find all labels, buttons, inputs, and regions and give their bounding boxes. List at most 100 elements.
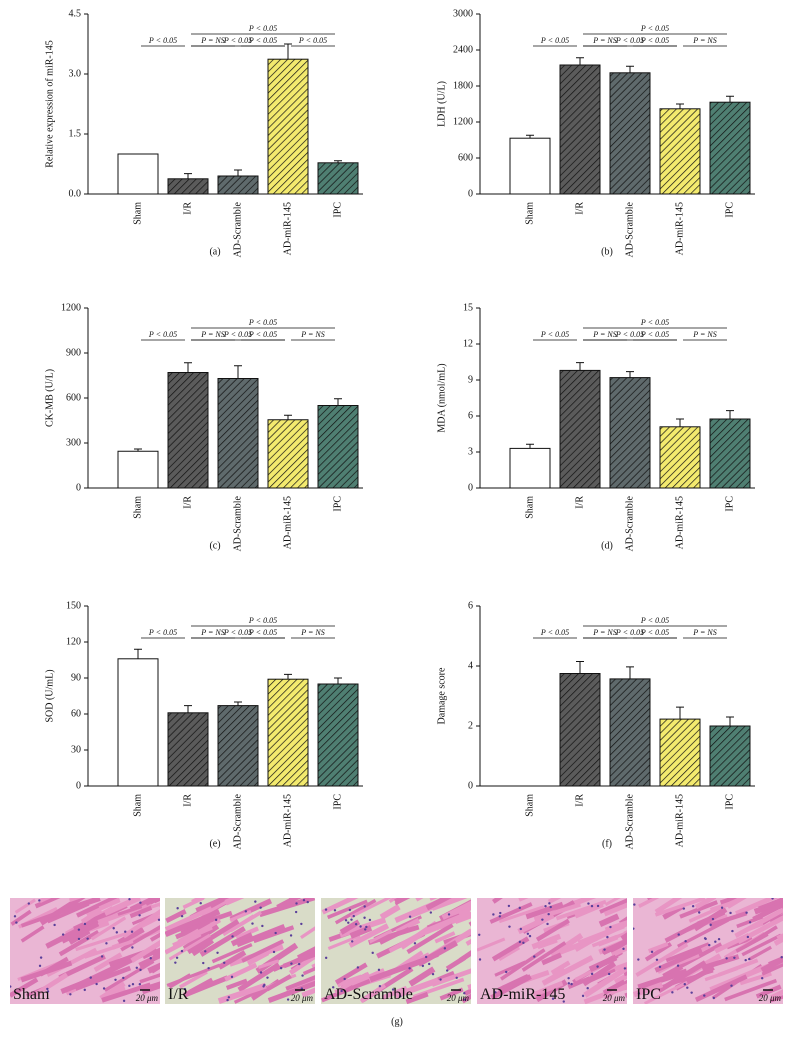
significance-label: P = NS [592, 36, 616, 45]
y-tick-label: 0 [468, 780, 473, 791]
histology-label: IPC [636, 986, 661, 1003]
significance-label: P < 0.05 [298, 36, 327, 45]
x-tick-label: Sham [524, 794, 535, 817]
significance-label: P = NS [592, 628, 616, 637]
y-tick-label: 3.0 [69, 68, 82, 79]
bar [117, 658, 159, 787]
y-tick-label: 4.5 [69, 8, 82, 19]
significance-label: P < 0.05 [640, 24, 669, 33]
significance-label: P < 0.05 [223, 36, 252, 45]
histology-image [165, 898, 315, 1004]
bar [509, 137, 551, 195]
significance-label: P = NS [200, 36, 224, 45]
x-tick-label: I/R [574, 496, 585, 509]
error-bar [184, 362, 192, 373]
x-tick-label: AD-miR-145 [674, 202, 685, 255]
y-tick-label: 3000 [453, 8, 473, 19]
significance-label: P < 0.05 [640, 616, 669, 625]
significance-label: P < 0.05 [640, 36, 669, 45]
histology-label: I/R [168, 986, 189, 1003]
x-tick-label: IPC [724, 202, 735, 218]
x-tick-label: IPC [724, 794, 735, 810]
error-bar [676, 418, 684, 427]
significance-label: P = NS [200, 330, 224, 339]
error-bar [626, 65, 634, 73]
y-tick-label: 60 [71, 708, 81, 719]
y-tick-label: 30 [71, 744, 81, 755]
x-tick-label: IPC [332, 496, 343, 512]
error-bar [284, 414, 292, 420]
y-axis-label: SOD (U/mL) [44, 669, 55, 722]
significance-label: P < 0.05 [640, 628, 669, 637]
bar [217, 175, 259, 195]
y-tick-label: 1200 [453, 116, 473, 127]
significance-label: P < 0.05 [540, 36, 569, 45]
y-tick-label: 600 [66, 392, 81, 403]
significance-label: P < 0.05 [248, 616, 277, 625]
error-bar [576, 57, 584, 65]
significance-label: P < 0.05 [248, 36, 277, 45]
y-tick-label: 0.0 [69, 188, 82, 199]
significance-label: P = NS [300, 628, 324, 637]
error-bar [726, 95, 734, 103]
x-tick-label: Sham [524, 202, 535, 225]
significance-label: P < 0.05 [640, 330, 669, 339]
y-tick-label: 6 [468, 410, 473, 421]
error-bar [526, 443, 534, 449]
y-tick-label: 9 [468, 374, 473, 385]
y-tick-label: 300 [66, 437, 81, 448]
x-tick-label: IPC [332, 202, 343, 218]
x-tick-label: I/R [574, 794, 585, 807]
y-axis-label: Damage score [436, 667, 447, 724]
significance-label: P = NS [692, 36, 716, 45]
bar [117, 153, 159, 195]
y-tick-label: 3 [468, 446, 473, 457]
bar [317, 683, 359, 787]
error-bar [676, 103, 684, 109]
error-bar [134, 448, 142, 452]
bar [509, 447, 551, 489]
y-tick-label: 2 [468, 720, 473, 731]
x-tick-label: AD-Scramble [624, 793, 635, 849]
significance-label: P < 0.05 [540, 628, 569, 637]
bar [167, 712, 209, 787]
y-tick-label: 900 [66, 347, 81, 358]
significance-label: P = NS [692, 330, 716, 339]
error-bar [234, 365, 242, 379]
x-tick-label: AD-Scramble [232, 793, 243, 849]
panel-label: (g) [391, 1016, 403, 1027]
significance-label: P < 0.05 [248, 318, 277, 327]
bar [217, 378, 259, 489]
histology-image [10, 898, 160, 1004]
y-tick-label: 0 [468, 188, 473, 199]
x-tick-label: Sham [132, 496, 143, 519]
y-axis-label: LDH (U/L) [436, 81, 447, 127]
significance-label: P < 0.05 [248, 24, 277, 33]
x-tick-label: I/R [574, 202, 585, 215]
error-bar [334, 160, 342, 163]
error-bar [134, 648, 142, 659]
significance-label: P < 0.05 [223, 628, 252, 637]
significance-label: P = NS [300, 330, 324, 339]
significance-label: P < 0.05 [248, 330, 277, 339]
x-tick-label: AD-miR-145 [674, 496, 685, 549]
y-tick-label: 0 [76, 482, 81, 493]
scale-label: 20 μm [291, 993, 314, 1003]
bar [217, 705, 259, 787]
x-tick-label: I/R [182, 794, 193, 807]
bar [167, 372, 209, 489]
error-bar [234, 701, 242, 706]
y-tick-label: 1800 [453, 80, 473, 91]
panel-label: (a) [209, 246, 220, 257]
bar [267, 58, 309, 195]
y-tick-label: 4 [468, 660, 473, 671]
panel-label: (f) [602, 838, 612, 849]
x-tick-label: I/R [182, 202, 193, 215]
x-tick-label: AD-miR-145 [674, 794, 685, 847]
x-tick-label: AD-Scramble [232, 201, 243, 257]
y-tick-label: 1.5 [69, 128, 82, 139]
bar [559, 673, 601, 787]
x-tick-label: Sham [132, 794, 143, 817]
significance-label: P < 0.05 [148, 330, 177, 339]
significance-label: P < 0.05 [148, 36, 177, 45]
